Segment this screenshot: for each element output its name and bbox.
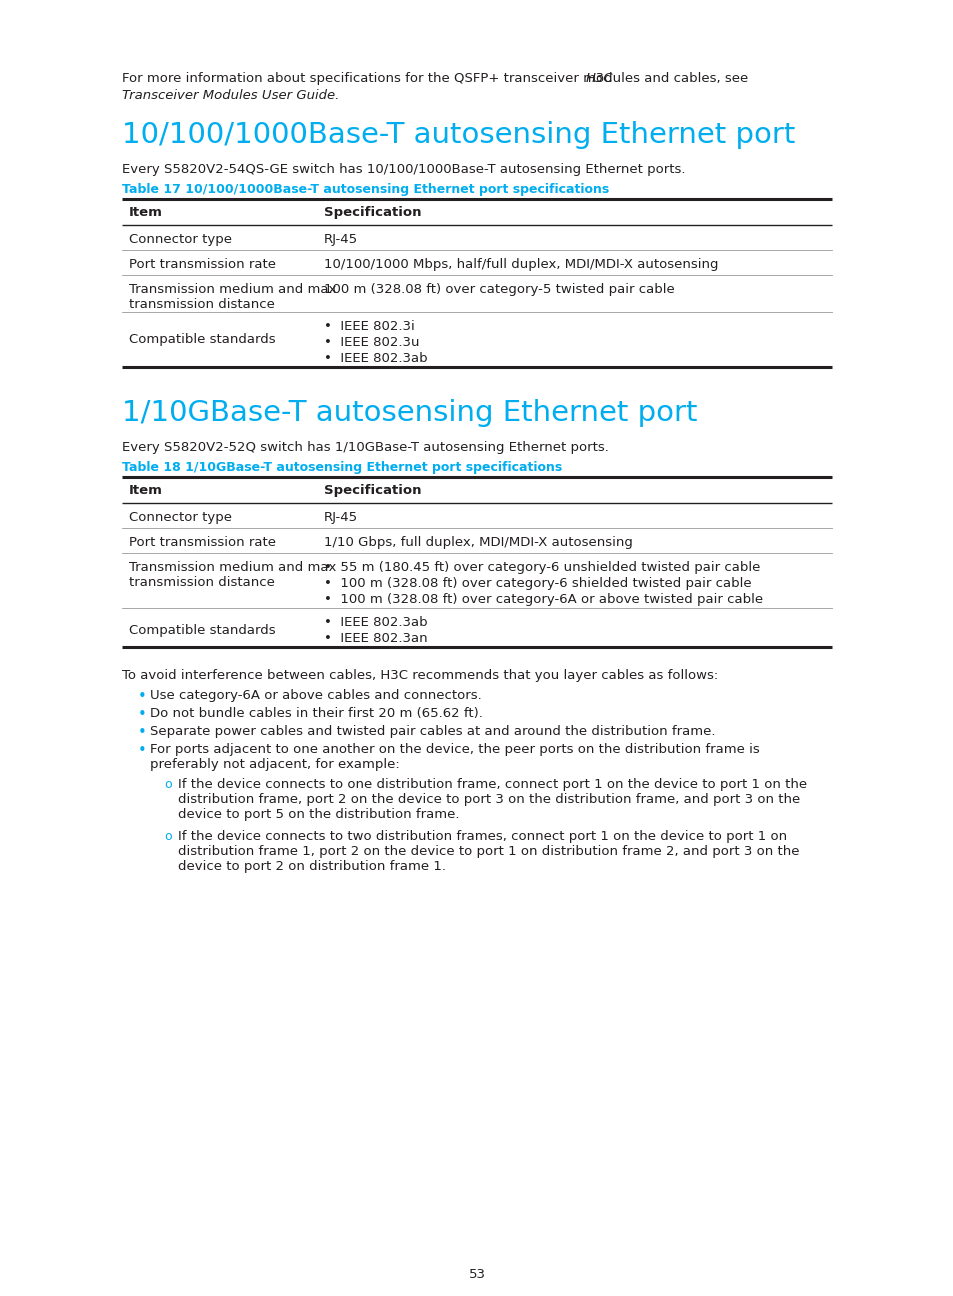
Text: Connector type: Connector type — [129, 233, 232, 246]
Text: Compatible standards: Compatible standards — [129, 333, 275, 346]
Text: preferably not adjacent, for example:: preferably not adjacent, for example: — [150, 758, 399, 771]
Text: Item: Item — [129, 206, 163, 219]
Text: •  100 m (328.08 ft) over category-6 shielded twisted pair cable: • 100 m (328.08 ft) over category-6 shie… — [324, 577, 751, 590]
Text: Item: Item — [129, 483, 163, 496]
Text: Table 17 10/100/1000Base-T autosensing Ethernet port specifications: Table 17 10/100/1000Base-T autosensing E… — [122, 183, 609, 196]
Text: •  IEEE 802.3an: • IEEE 802.3an — [324, 632, 427, 645]
Text: •  55 m (180.45 ft) over category-6 unshielded twisted pair cable: • 55 m (180.45 ft) over category-6 unshi… — [324, 561, 760, 574]
Text: Separate power cables and twisted pair cables at and around the distribution fra: Separate power cables and twisted pair c… — [150, 724, 715, 737]
Text: Specification: Specification — [324, 206, 421, 219]
Text: •: • — [138, 743, 147, 758]
Text: Transmission medium and max: Transmission medium and max — [129, 561, 336, 574]
Text: 100 m (328.08 ft) over category-5 twisted pair cable: 100 m (328.08 ft) over category-5 twiste… — [324, 283, 674, 295]
Text: 10/100/1000Base-T autosensing Ethernet port: 10/100/1000Base-T autosensing Ethernet p… — [122, 121, 795, 149]
Text: Table 18 1/10GBase-T autosensing Ethernet port specifications: Table 18 1/10GBase-T autosensing Etherne… — [122, 461, 561, 474]
Text: distribution frame, port 2 on the device to port 3 on the distribution frame, an: distribution frame, port 2 on the device… — [178, 793, 800, 806]
Text: distribution frame 1, port 2 on the device to port 1 on distribution frame 2, an: distribution frame 1, port 2 on the devi… — [178, 845, 799, 858]
Text: •  100 m (328.08 ft) over category-6A or above twisted pair cable: • 100 m (328.08 ft) over category-6A or … — [324, 594, 762, 607]
Text: Transmission medium and max: Transmission medium and max — [129, 283, 336, 295]
Text: •  IEEE 802.3ab: • IEEE 802.3ab — [324, 353, 427, 365]
Text: H3C: H3C — [585, 73, 613, 86]
Text: •: • — [138, 689, 147, 704]
Text: Every S5820V2-54QS-GE switch has 10/100/1000Base-T autosensing Ethernet ports.: Every S5820V2-54QS-GE switch has 10/100/… — [122, 163, 685, 176]
Text: Do not bundle cables in their first 20 m (65.62 ft).: Do not bundle cables in their first 20 m… — [150, 708, 482, 721]
Text: •  IEEE 802.3u: • IEEE 802.3u — [324, 336, 419, 349]
Text: To avoid interference between cables, H3C recommends that you layer cables as fo: To avoid interference between cables, H3… — [122, 669, 718, 682]
Text: RJ-45: RJ-45 — [324, 233, 357, 246]
Text: Every S5820V2-52Q switch has 1/10GBase-T autosensing Ethernet ports.: Every S5820V2-52Q switch has 1/10GBase-T… — [122, 441, 608, 454]
Text: 53: 53 — [468, 1267, 485, 1280]
Text: device to port 5 on the distribution frame.: device to port 5 on the distribution fra… — [178, 807, 459, 820]
Text: device to port 2 on distribution frame 1.: device to port 2 on distribution frame 1… — [178, 861, 446, 874]
Text: For ports adjacent to one another on the device, the peer ports on the distribut: For ports adjacent to one another on the… — [150, 743, 759, 756]
Text: transmission distance: transmission distance — [129, 575, 274, 588]
Text: If the device connects to one distribution frame, connect port 1 on the device t: If the device connects to one distributi… — [178, 778, 806, 791]
Text: o: o — [164, 829, 172, 842]
Text: •  IEEE 802.3ab: • IEEE 802.3ab — [324, 616, 427, 629]
Text: For more information about specifications for the QSFP+ transceiver modules and : For more information about specification… — [122, 73, 752, 86]
Text: If the device connects to two distribution frames, connect port 1 on the device : If the device connects to two distributi… — [178, 829, 786, 842]
Text: RJ-45: RJ-45 — [324, 511, 357, 524]
Text: •  IEEE 802.3i: • IEEE 802.3i — [324, 320, 415, 333]
Text: transmission distance: transmission distance — [129, 298, 274, 311]
Text: Use category-6A or above cables and connectors.: Use category-6A or above cables and conn… — [150, 689, 481, 702]
Text: Port transmission rate: Port transmission rate — [129, 258, 275, 271]
Text: Compatible standards: Compatible standards — [129, 623, 275, 638]
Text: •: • — [138, 724, 147, 740]
Text: Connector type: Connector type — [129, 511, 232, 524]
Text: Port transmission rate: Port transmission rate — [129, 537, 275, 550]
Text: •: • — [138, 708, 147, 722]
Text: Transceiver Modules User Guide.: Transceiver Modules User Guide. — [122, 89, 339, 102]
Text: 10/100/1000 Mbps, half/full duplex, MDI/MDI-X autosensing: 10/100/1000 Mbps, half/full duplex, MDI/… — [324, 258, 718, 271]
Text: 1/10GBase-T autosensing Ethernet port: 1/10GBase-T autosensing Ethernet port — [122, 399, 697, 426]
Text: Specification: Specification — [324, 483, 421, 496]
Text: o: o — [164, 778, 172, 791]
Text: 1/10 Gbps, full duplex, MDI/MDI-X autosensing: 1/10 Gbps, full duplex, MDI/MDI-X autose… — [324, 537, 632, 550]
